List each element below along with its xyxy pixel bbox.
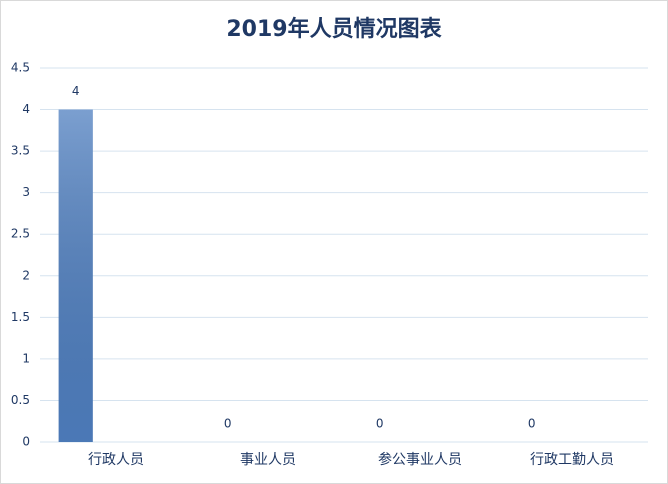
x-tick-label: 参公事业人员: [378, 451, 462, 468]
x-tick-label: 事业人员: [240, 452, 296, 468]
x-tick-label: 行政人员: [88, 452, 144, 468]
y-tick-label: 2.5: [11, 227, 30, 241]
data-label: 0: [528, 417, 536, 431]
data-label: 0: [376, 417, 384, 431]
y-tick-label: 2: [22, 268, 30, 282]
y-tick-label: 4: [22, 102, 30, 116]
bar-shade: [58, 109, 93, 443]
y-tick-label: 1.5: [11, 310, 30, 324]
y-tick-label: 0.5: [11, 393, 30, 407]
y-tick-label: 3: [22, 185, 30, 199]
data-label: 4: [72, 84, 80, 98]
data-label: 0: [224, 417, 232, 431]
y-tick-label: 0: [22, 435, 30, 449]
x-tick-label: 行政工勤人员: [530, 452, 614, 468]
y-tick-label: 4.5: [11, 61, 30, 75]
y-tick-label: 1: [22, 351, 30, 365]
chart-title: 2019年人员情况图表: [226, 16, 442, 42]
y-tick-label: 3.5: [11, 144, 30, 158]
